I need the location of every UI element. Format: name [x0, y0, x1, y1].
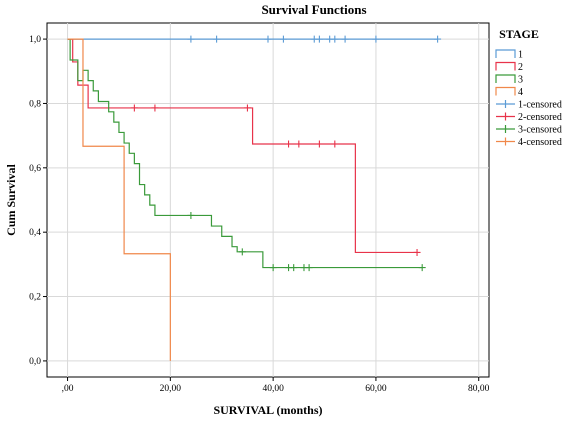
censor-mark-stage-3 — [305, 264, 313, 272]
y-tick-label: 0,4 — [29, 228, 41, 238]
plot-area — [46, 22, 490, 378]
legend-swatch — [495, 86, 516, 96]
censor-mark-stage-3 — [418, 264, 426, 272]
legend-swatch — [495, 74, 516, 83]
y-tick-label: 0,2 — [29, 293, 41, 303]
censor-mark-stage-1 — [315, 35, 323, 43]
survival-curve-stage-3 — [67, 38, 423, 269]
censor-mark-stage-1 — [372, 35, 380, 43]
legend-label: 4-censored — [518, 137, 562, 148]
series-group — [67, 35, 442, 361]
legend-label: 1-censored — [518, 100, 562, 111]
x-tick-label: 20,00 — [160, 384, 182, 394]
legend-label: 3 — [518, 75, 523, 86]
censor-mark-stage-1 — [341, 35, 349, 43]
legend-label: 3-censored — [518, 125, 562, 136]
legend-swatch — [495, 49, 516, 58]
axis-ticks: 0,0 0,2 0,4 0,6 0,8 1,0 ,00 20,00 40,00 60,00 80,0… — [29, 35, 490, 394]
y-tick-label: 0,8 — [29, 99, 41, 109]
legend-label: 1 — [518, 50, 523, 61]
x-axis-label: SURVIVAL (months) — [213, 403, 322, 417]
censor-mark-stage-2 — [285, 140, 293, 148]
legend-label: 2 — [518, 62, 523, 73]
censor-mark-stage-1 — [213, 35, 221, 43]
chart-title: Survival Functions — [261, 2, 366, 17]
censor-mark-stage-2 — [130, 104, 138, 112]
survival-curve-stage-2 — [67, 38, 418, 254]
x-tick-label: 40,00 — [262, 384, 284, 394]
legend-label: 2-censored — [518, 112, 562, 123]
censor-mark-stage-3 — [238, 248, 246, 256]
censor-mark-stage-2 — [295, 140, 303, 148]
x-tick-label: 60,00 — [365, 384, 387, 394]
censor-mark-stage-2 — [315, 140, 323, 148]
censor-mark-stage-3 — [290, 264, 298, 272]
censor-mark-stage-1 — [434, 35, 442, 43]
legend-title: STAGE — [499, 27, 539, 41]
censor-mark-stage-1 — [279, 35, 287, 43]
censor-mark-stage-3 — [269, 264, 277, 272]
x-tick-label: ,00 — [62, 384, 74, 394]
y-tick-label: 0,0 — [29, 357, 41, 367]
censor-mark-stage-1 — [187, 35, 195, 43]
censor-mark-stage-1 — [331, 35, 339, 43]
censor-mark-stage-2 — [243, 104, 251, 112]
survival-curve-stage-4 — [67, 38, 171, 361]
legend-label: 4 — [518, 87, 523, 98]
x-tick-label: 80,00 — [468, 384, 490, 394]
y-tick-label: 0,6 — [29, 164, 41, 174]
censor-mark-stage-1 — [264, 35, 272, 43]
censor-mark-stage-2 — [413, 248, 421, 256]
legend-swatch — [495, 61, 516, 71]
censor-mark-stage-3 — [187, 211, 195, 219]
y-axis-label: Cum Survival — [4, 164, 18, 236]
y-tick-label: 1,0 — [29, 35, 41, 45]
censor-mark-stage-2 — [151, 104, 159, 112]
censor-mark-stage-2 — [331, 140, 339, 148]
